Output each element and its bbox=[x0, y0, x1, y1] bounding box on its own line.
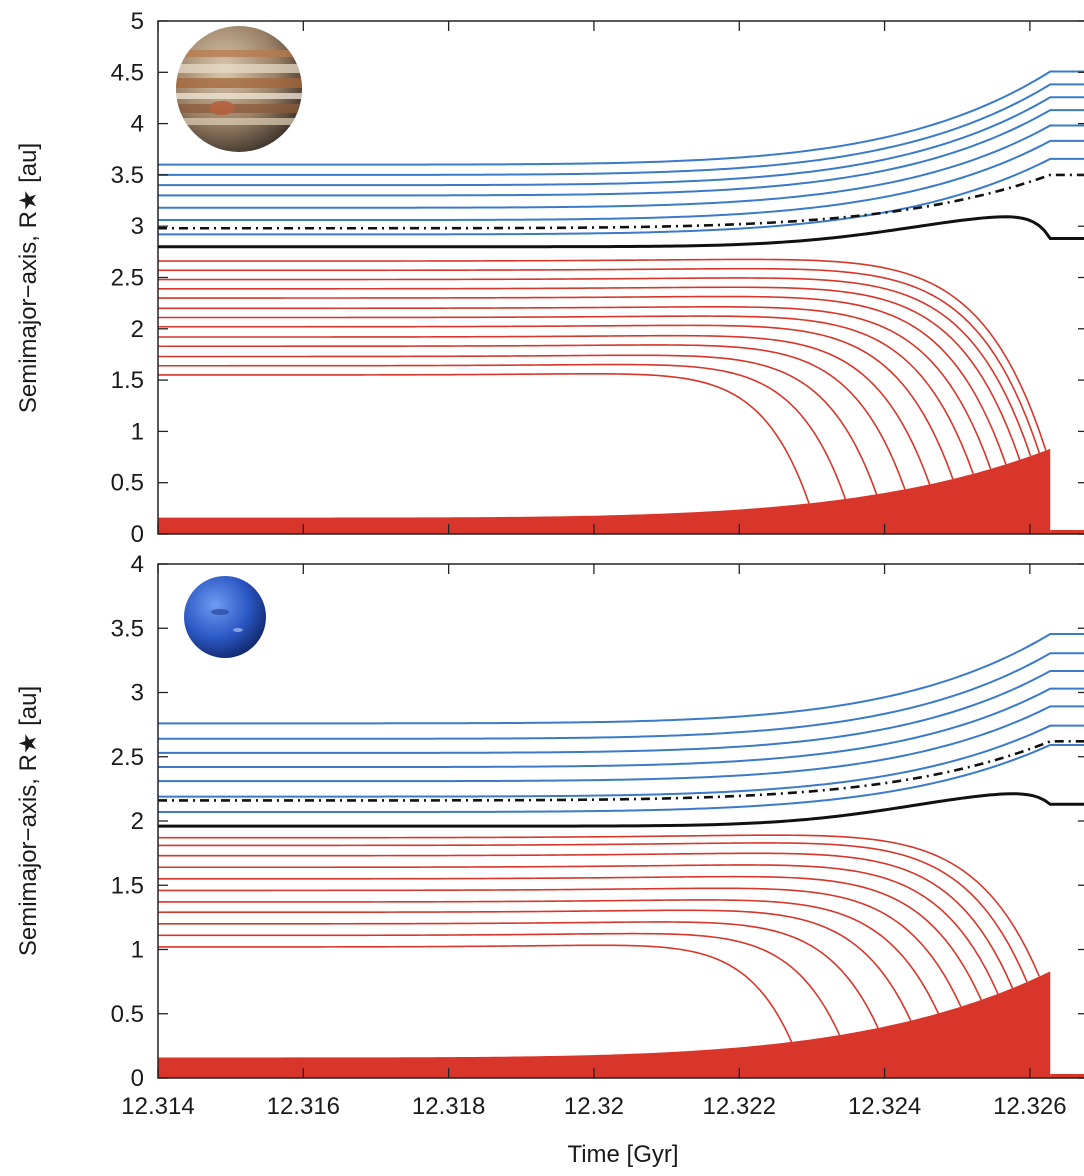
engulfed-orbit-line bbox=[158, 286, 1021, 461]
y-tick-label: 1 bbox=[131, 937, 144, 964]
surviving-orbit-line bbox=[158, 669, 1084, 754]
surviving-orbit-line bbox=[158, 687, 1084, 769]
engulfed-orbit-line bbox=[158, 267, 1041, 454]
top-plot-marks bbox=[158, 70, 1084, 534]
surviving-orbit-line bbox=[158, 124, 1084, 209]
surviving-orbit-line bbox=[158, 705, 1084, 783]
critical-orbit-line bbox=[158, 173, 1084, 230]
engulfed-orbit-line bbox=[158, 921, 879, 1029]
engulfed-orbit-line bbox=[158, 864, 999, 995]
stellar-radius-area bbox=[158, 448, 1051, 534]
y-tick-label: 2.5 bbox=[111, 744, 144, 771]
x-tick-label: 12.316 bbox=[267, 1093, 340, 1120]
x-tick-label: 12.324 bbox=[848, 1093, 921, 1120]
x-axis-label: Time [Gyr] bbox=[567, 1141, 678, 1168]
critical-orbit-line bbox=[158, 740, 1084, 802]
surviving-orbit-line bbox=[158, 743, 1084, 813]
top-y-tick-labels: 0 0.5 1 1.5 2 2.5 3 3.5 4 4.5 5 bbox=[111, 8, 144, 548]
engulfed-orbit-line bbox=[158, 306, 992, 470]
y-tick-label: 0 bbox=[131, 521, 144, 548]
y-tick-label: 2.5 bbox=[111, 265, 144, 292]
engulfed-orbit-line bbox=[158, 258, 1047, 451]
engulfed-orbit-line bbox=[158, 899, 940, 1014]
engulfed-orbit-line bbox=[157, 875, 982, 1001]
engulfed-orbit-line bbox=[158, 315, 974, 475]
engulfed-orbit-line bbox=[157, 932, 841, 1036]
y-tick-label: 3.5 bbox=[111, 615, 144, 642]
surviving-orbit-line bbox=[158, 652, 1084, 740]
y-tick-label: 3 bbox=[131, 213, 144, 240]
engulfed-orbit-line bbox=[158, 834, 1041, 977]
jupiter-planet-icon bbox=[176, 26, 302, 152]
y-tick-label: 0 bbox=[131, 1065, 144, 1092]
y-tick-label: 0.5 bbox=[111, 470, 144, 497]
top-plot-frame bbox=[157, 20, 1084, 535]
engulfed-orbit-line bbox=[158, 334, 931, 485]
y-tick-label: 1.5 bbox=[111, 872, 144, 899]
x-tick-label: 12.314 bbox=[121, 1093, 194, 1120]
engulfed-orbit-line bbox=[158, 324, 954, 480]
bottom-y-axis-label: Semimajor−axis, R★ [au] bbox=[15, 686, 42, 956]
engulfed-orbit-line bbox=[158, 887, 962, 1007]
engulfed-orbit-line bbox=[157, 909, 912, 1021]
y-tick-label: 1 bbox=[131, 418, 144, 445]
bottom-tick-marks bbox=[157, 563, 1084, 1079]
y-tick-label: 0.5 bbox=[111, 1001, 144, 1028]
engulfed-orbit-line bbox=[158, 363, 847, 500]
boundary-orbit-line bbox=[158, 215, 1084, 249]
engulfed-orbit-line bbox=[158, 295, 1007, 465]
surviving-orbit-line bbox=[158, 139, 1084, 222]
top-y-axis-label: Semimajor−axis, R★ [au] bbox=[15, 143, 42, 413]
y-tick-label: 2 bbox=[131, 316, 144, 343]
engulfed-orbit-line bbox=[158, 852, 1014, 989]
surviving-orbit-line bbox=[158, 109, 1084, 197]
bottom-y-tick-labels: 0 0.5 1 1.5 2 2.5 3 3.5 4 bbox=[111, 551, 144, 1092]
y-tick-label: 1.5 bbox=[111, 367, 144, 394]
y-tick-label: 3.5 bbox=[111, 162, 144, 189]
surviving-orbit-line bbox=[157, 724, 1084, 798]
stellar-radius-area bbox=[158, 971, 1051, 1078]
surviving-orbit-line bbox=[158, 70, 1084, 166]
y-tick-label: 4.5 bbox=[111, 59, 144, 86]
engulfed-orbit-line bbox=[158, 944, 793, 1043]
y-tick-label: 4 bbox=[131, 111, 144, 138]
boundary-orbit-line bbox=[158, 792, 1084, 828]
bottom-x-tick-labels: 12.314 12.316 12.318 12.32 12.322 12.324 12.32… bbox=[121, 1093, 1066, 1120]
surviving-orbit-line bbox=[158, 96, 1084, 187]
x-tick-label: 12.32 bbox=[564, 1093, 624, 1120]
y-tick-label: 5 bbox=[131, 8, 144, 35]
x-tick-label: 12.318 bbox=[412, 1093, 485, 1120]
top-panel: 0 0.5 1 1.5 2 2.5 3 3.5 4 4.5 5 Semimajor−axis, R★… bbox=[15, 8, 1084, 548]
surviving-orbit-line bbox=[158, 83, 1084, 176]
surviving-orbit-line bbox=[158, 157, 1084, 236]
x-tick-label: 12.326 bbox=[993, 1093, 1066, 1120]
surviving-orbit-line bbox=[158, 632, 1084, 725]
engulfed-orbit-line bbox=[158, 344, 906, 490]
y-tick-label: 3 bbox=[131, 680, 144, 707]
engulfed-orbit-line bbox=[158, 373, 810, 504]
bottom-plot-marks bbox=[157, 632, 1084, 1078]
x-tick-label: 12.322 bbox=[703, 1093, 776, 1120]
bottom-plot-frame bbox=[157, 563, 1084, 1079]
bottom-panel: 00.511.522.533.54 12.314 12.316 12.318 12.3… bbox=[15, 551, 1084, 1168]
engulfed-orbit-line bbox=[158, 354, 878, 495]
y-tick-label: 2 bbox=[131, 808, 144, 835]
y-tick-label: 4 bbox=[131, 551, 144, 578]
engulfed-orbit-line bbox=[158, 277, 1032, 457]
neptune-planet-icon bbox=[184, 576, 266, 658]
engulfed-orbit-line bbox=[158, 842, 1028, 983]
